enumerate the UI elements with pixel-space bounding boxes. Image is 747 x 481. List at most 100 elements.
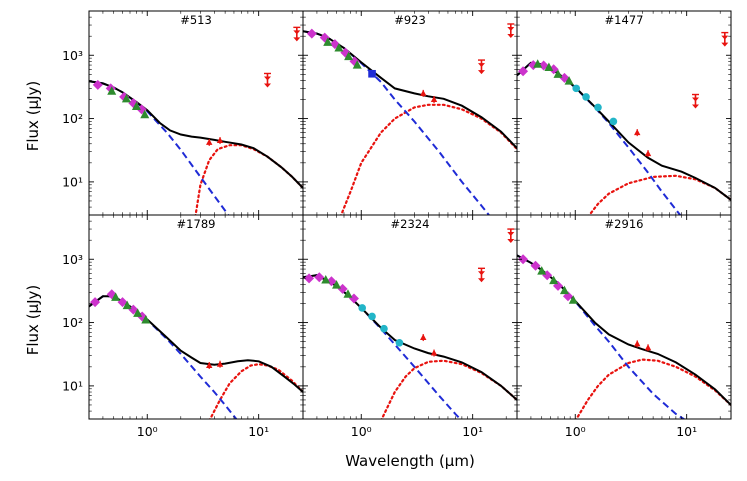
optical-point <box>90 297 101 308</box>
y-tick-label: 10² <box>62 111 83 126</box>
total-model-curve <box>303 30 517 149</box>
y-tick-label: 10³ <box>62 252 83 267</box>
upper-limit-arrowhead <box>721 35 729 40</box>
panel-frame <box>516 10 732 216</box>
dust-model-curve <box>380 359 517 419</box>
jhk-point <box>395 338 404 347</box>
optical-point <box>314 272 325 283</box>
nir-point <box>344 51 354 61</box>
stellar-model-curve <box>517 254 686 419</box>
panel-title: #1477 <box>605 13 644 27</box>
panel-title: #513 <box>180 13 212 27</box>
panel-3: #1477 <box>516 10 732 216</box>
nir-point <box>334 43 344 52</box>
x-tick-label: 10¹ <box>462 424 483 439</box>
nir-point <box>140 109 150 119</box>
irac-point <box>430 96 438 103</box>
upper-limit-arrowhead <box>721 42 729 47</box>
upper-limit-arrowhead <box>477 70 485 75</box>
optical-point <box>337 283 348 294</box>
panel-plot-area <box>517 254 731 419</box>
optical-point <box>326 276 337 287</box>
x-axis-label: Wavelength (µm) <box>345 452 475 470</box>
panel-plot-area <box>517 31 731 215</box>
y-tick-label: 10¹ <box>62 174 83 189</box>
irac-point <box>206 138 213 145</box>
y-tick-label: 10¹ <box>62 378 83 393</box>
total-model-curve <box>89 80 303 189</box>
panel-plot-area <box>89 26 303 215</box>
x-tick-label: 10¹ <box>676 424 697 439</box>
jhk-point <box>572 84 581 93</box>
x-tick-label: 10⁰ <box>137 424 158 439</box>
panel-title: #2916 <box>605 217 644 231</box>
x-tick-label: 10⁰ <box>351 424 372 439</box>
total-model-curve <box>89 295 303 393</box>
dust-model-curve <box>339 103 517 215</box>
stellar-model-curve <box>303 274 462 419</box>
jhk-point <box>609 117 618 126</box>
jhk-point <box>358 304 367 312</box>
panel-ticks <box>516 214 731 420</box>
irac-point <box>644 150 652 157</box>
upper-limit-arrowhead <box>293 37 301 42</box>
upper-limit-arrowhead <box>477 271 485 276</box>
panel-plot-area <box>89 289 303 419</box>
panel-plot-area <box>303 228 517 419</box>
jhk-point <box>594 103 602 112</box>
nir-point <box>568 295 578 304</box>
nir-point <box>544 62 554 72</box>
optical-point <box>518 254 529 265</box>
panel-5: #2324 10⁰ 10¹ <box>302 214 518 439</box>
panel-1: #513 10¹ 10² 10³ <box>62 10 304 216</box>
jhk-point <box>380 324 388 333</box>
panel-frame <box>516 214 732 420</box>
x-tick-label: 10⁰ <box>565 424 586 439</box>
nir-point <box>559 285 569 295</box>
nir-point <box>553 69 563 78</box>
stellar-model-curve <box>89 295 238 419</box>
nir-point <box>131 101 141 111</box>
stellar-model-curve <box>303 30 490 215</box>
irac-point <box>216 360 224 367</box>
nir-point <box>549 275 559 285</box>
y-tick-label: 10² <box>62 315 83 330</box>
upper-limit-arrowhead <box>477 63 485 68</box>
y-tick-label: 10³ <box>62 48 83 63</box>
upper-limit-arrowhead <box>507 26 515 31</box>
nir-point <box>537 266 547 275</box>
irac-point <box>634 129 641 136</box>
nir-point <box>122 300 132 310</box>
irac-point <box>206 361 213 368</box>
panel-frame <box>88 214 304 420</box>
stellar-model-curve <box>517 61 682 215</box>
jhk-point <box>582 93 590 101</box>
nir-point <box>564 76 574 85</box>
upper-limit-arrowhead <box>477 278 485 283</box>
irac-point <box>634 340 641 347</box>
nir-point <box>321 275 331 284</box>
upper-limit-arrowhead <box>507 33 515 38</box>
panel-title: #1789 <box>177 217 216 231</box>
nir-point <box>352 60 362 69</box>
irac-point <box>420 334 427 341</box>
dust-model-curve <box>208 363 303 419</box>
dust-model-curve <box>587 174 731 215</box>
total-model-curve <box>517 61 731 201</box>
panel-ticks <box>88 214 303 420</box>
nir-point <box>332 280 342 289</box>
upper-limit-arrowhead <box>691 104 699 109</box>
panels-layer: #513 10¹ 10² 10³ #923 #1477 #1789 10¹ 10² 10³ 10⁰ 1… <box>62 10 732 439</box>
panel-title: #923 <box>394 13 426 27</box>
dust-model-curve <box>575 358 731 419</box>
irac-point <box>216 137 224 144</box>
irac-point <box>420 89 427 96</box>
nir-point <box>111 292 121 301</box>
stellar-model-curve <box>89 80 230 215</box>
irac-point <box>430 349 438 356</box>
nir-point <box>343 289 353 298</box>
nir-point <box>133 308 143 317</box>
irac-point <box>644 344 652 351</box>
y-axis-label-top: Flux (µJy) <box>24 81 42 152</box>
y-axis-label-bottom: Flux (µJy) <box>24 285 42 356</box>
